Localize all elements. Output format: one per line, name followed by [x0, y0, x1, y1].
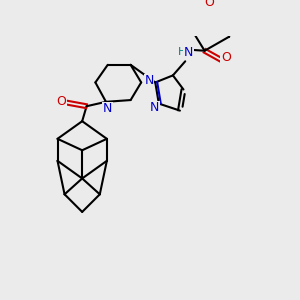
Text: O: O	[56, 95, 66, 108]
Text: O: O	[221, 51, 231, 64]
Text: N: N	[150, 101, 159, 115]
Text: N: N	[144, 74, 154, 87]
Text: H: H	[178, 47, 186, 58]
Text: O: O	[204, 0, 214, 9]
Text: N: N	[184, 46, 194, 59]
Text: N: N	[103, 102, 112, 116]
